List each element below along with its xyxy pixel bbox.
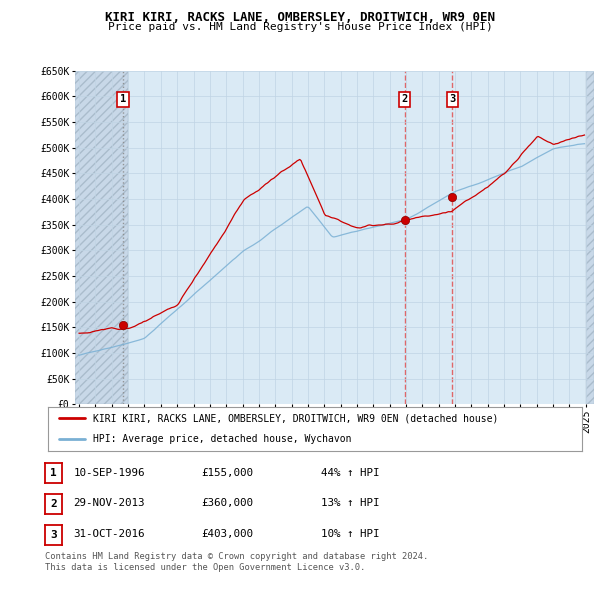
Text: 3: 3 <box>50 530 57 539</box>
Text: 44% ↑ HPI: 44% ↑ HPI <box>321 468 380 477</box>
Text: 2: 2 <box>401 94 407 104</box>
Text: 10% ↑ HPI: 10% ↑ HPI <box>321 529 380 539</box>
Text: 13% ↑ HPI: 13% ↑ HPI <box>321 499 380 508</box>
Text: Contains HM Land Registry data © Crown copyright and database right 2024.
This d: Contains HM Land Registry data © Crown c… <box>45 552 428 572</box>
Text: 10-SEP-1996: 10-SEP-1996 <box>73 468 145 477</box>
Text: 29-NOV-2013: 29-NOV-2013 <box>73 499 145 508</box>
Bar <box>586 71 594 404</box>
Text: 31-OCT-2016: 31-OCT-2016 <box>73 529 145 539</box>
Bar <box>586 71 594 404</box>
Bar <box>75 71 128 404</box>
Text: KIRI KIRI, RACKS LANE, OMBERSLEY, DROITWICH, WR9 0EN (detached house): KIRI KIRI, RACKS LANE, OMBERSLEY, DROITW… <box>94 413 499 423</box>
Text: 2: 2 <box>50 499 57 509</box>
Text: KIRI KIRI, RACKS LANE, OMBERSLEY, DROITWICH, WR9 0EN: KIRI KIRI, RACKS LANE, OMBERSLEY, DROITW… <box>105 11 495 24</box>
Bar <box>75 71 128 404</box>
Text: 1: 1 <box>50 468 57 478</box>
Text: £155,000: £155,000 <box>201 468 253 477</box>
Text: £360,000: £360,000 <box>201 499 253 508</box>
Text: 3: 3 <box>449 94 455 104</box>
Text: Price paid vs. HM Land Registry's House Price Index (HPI): Price paid vs. HM Land Registry's House … <box>107 22 493 32</box>
Text: £403,000: £403,000 <box>201 529 253 539</box>
Text: 1: 1 <box>120 94 126 104</box>
Text: HPI: Average price, detached house, Wychavon: HPI: Average price, detached house, Wych… <box>94 434 352 444</box>
